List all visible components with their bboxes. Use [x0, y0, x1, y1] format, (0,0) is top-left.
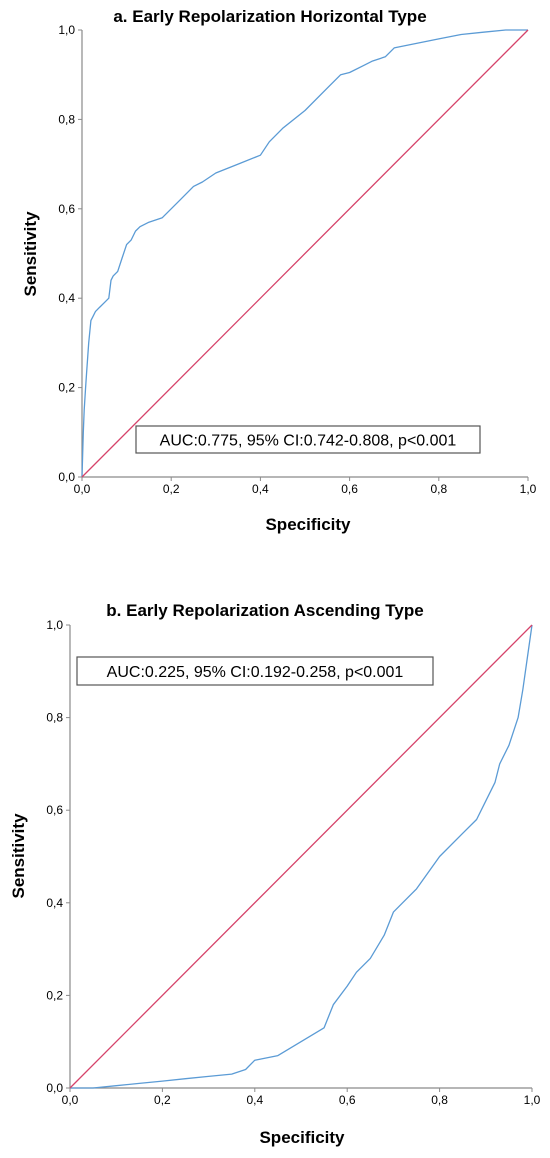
roc-curve-line [81, 29, 528, 478]
auc-annotation-box [135, 425, 481, 454]
x-tick-label: 0,2 [163, 482, 180, 496]
chart-title: b. Early Repolarization Ascending Type [106, 601, 423, 620]
plot-area: 0,0 0,2 0,4 0,6 0,8 1,0 0,0 0,2 0,4 0,6 0,8 1,0 AUC:… [58, 23, 536, 496]
reference-line [69, 624, 533, 1089]
y-tick-label: 0,4 [46, 896, 63, 910]
y-tick-label: 0,2 [58, 381, 75, 395]
y-axis-title: Sensitivity [9, 813, 28, 899]
roc-curve-line [70, 624, 533, 1089]
reference-line [81, 29, 529, 478]
x-tick-label: 0,0 [74, 482, 91, 496]
y-axis-title: Sensitivity [21, 211, 40, 297]
roc-chart-ascending: b. Early Repolarization Ascending Type S… [9, 601, 541, 1147]
chart-title: a. Early Repolarization Horizontal Type [113, 7, 426, 26]
auc-annotation-box [76, 656, 434, 686]
plot-area: 0,0 0,2 0,4 0,6 0,8 1,0 0,0 0,2 0,4 0,6 0,8 1,0 AUC:… [46, 618, 540, 1107]
x-tick-label: 0,6 [339, 1093, 356, 1107]
auc-annotation: AUC:0.225, 95% CI:0.192-0.258, p<0.001 [107, 664, 404, 681]
x-tick-label: 1,0 [524, 1093, 541, 1107]
y-tick-label: 0,8 [46, 711, 63, 725]
y-tick-label: 0,4 [58, 291, 75, 305]
x-axis-title: Specificity [265, 515, 351, 534]
y-tick-label: 0,8 [58, 112, 75, 126]
x-tick-label: 0,8 [431, 1093, 448, 1107]
x-tick-label: 0,6 [341, 482, 358, 496]
auc-annotation: AUC:0.775, 95% CI:0.742-0.808, p<0.001 [160, 433, 457, 450]
y-tick-label: 0,0 [58, 470, 75, 484]
roc-chart-horizontal: a. Early Repolarization Horizontal Type … [21, 7, 537, 534]
x-tick-label: 0,8 [430, 482, 447, 496]
x-tick-label: 0,2 [154, 1093, 171, 1107]
x-axis-title: Specificity [259, 1128, 345, 1147]
x-tick-label: 0,4 [252, 482, 269, 496]
y-tick-label: 0,2 [46, 988, 63, 1002]
y-tick-label: 0,0 [46, 1081, 63, 1095]
y-tick-label: 1,0 [46, 618, 63, 632]
y-tick-label: 0,6 [46, 803, 63, 817]
x-tick-label: 1,0 [520, 482, 537, 496]
y-tick-label: 1,0 [58, 23, 75, 37]
y-tick-label: 0,6 [58, 202, 75, 216]
x-tick-label: 0,4 [246, 1093, 263, 1107]
x-tick-label: 0,0 [62, 1093, 79, 1107]
